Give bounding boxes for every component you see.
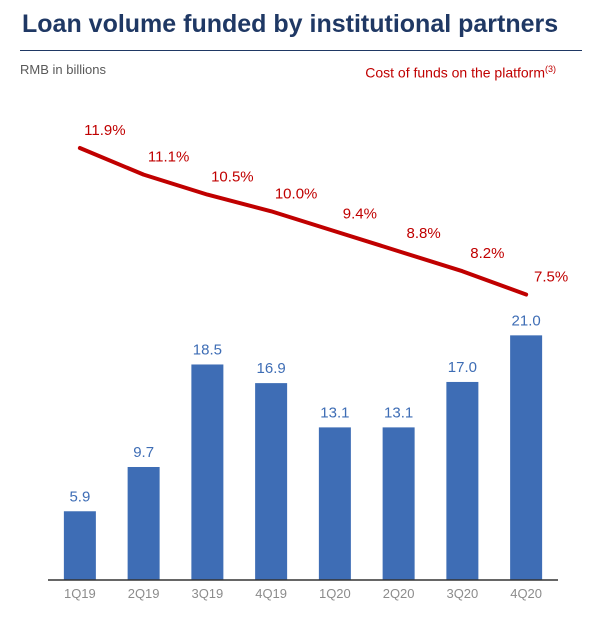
- x-tick-label: 3Q19: [191, 586, 223, 601]
- bar-2Q20: [382, 427, 415, 580]
- cost-of-funds-legend: Cost of funds on the platform(3): [365, 64, 556, 81]
- x-tick-label: 2Q19: [128, 586, 160, 601]
- title-divider: [20, 50, 582, 51]
- x-tick-label: 4Q20: [510, 586, 542, 601]
- bar-4Q20: [510, 335, 543, 580]
- bar-3Q20: [446, 381, 479, 580]
- bar-4Q19: [255, 383, 288, 580]
- bar-1Q19: [63, 511, 96, 580]
- line-value-label: 8.8%: [407, 225, 441, 242]
- line-value-label: 10.5%: [211, 169, 254, 186]
- bar-2Q19: [127, 466, 160, 580]
- line-value-label: 11.9%: [84, 122, 125, 139]
- line-value-label: 8.2%: [470, 245, 504, 262]
- footnote-marker: (3): [545, 64, 556, 74]
- line-value-label: 7.5%: [534, 269, 568, 286]
- line-value-label: 9.4%: [343, 205, 377, 222]
- bar-value-label: 21.0: [512, 312, 541, 329]
- x-tick-label: 4Q19: [255, 586, 287, 601]
- cost-of-funds-line: [77, 146, 529, 297]
- x-tick-label: 3Q20: [446, 586, 478, 601]
- x-tick-label: 1Q19: [64, 586, 96, 601]
- chart-title: Loan volume funded by institutional part…: [22, 10, 559, 38]
- bar-value-label: 16.9: [257, 360, 286, 377]
- bar-1Q20: [318, 427, 351, 580]
- bar-value-label: 5.9: [69, 488, 90, 505]
- bar-value-label: 13.1: [320, 404, 349, 421]
- line-value-label: 11.1%: [148, 149, 189, 166]
- bar-value-label: 17.0: [448, 359, 477, 376]
- bar-value-label: 9.7: [133, 444, 154, 461]
- line-value-label: 10.0%: [275, 185, 318, 202]
- y-unit-label: RMB in billions: [20, 62, 106, 77]
- bar-value-label: 18.5: [193, 341, 222, 358]
- bar-value-label: 13.1: [384, 404, 413, 421]
- x-tick-label: 2Q20: [383, 586, 415, 601]
- x-tick-label: 1Q20: [319, 586, 351, 601]
- bar-3Q19: [191, 364, 224, 580]
- cost-of-funds-legend-label: Cost of funds on the platform: [365, 64, 545, 81]
